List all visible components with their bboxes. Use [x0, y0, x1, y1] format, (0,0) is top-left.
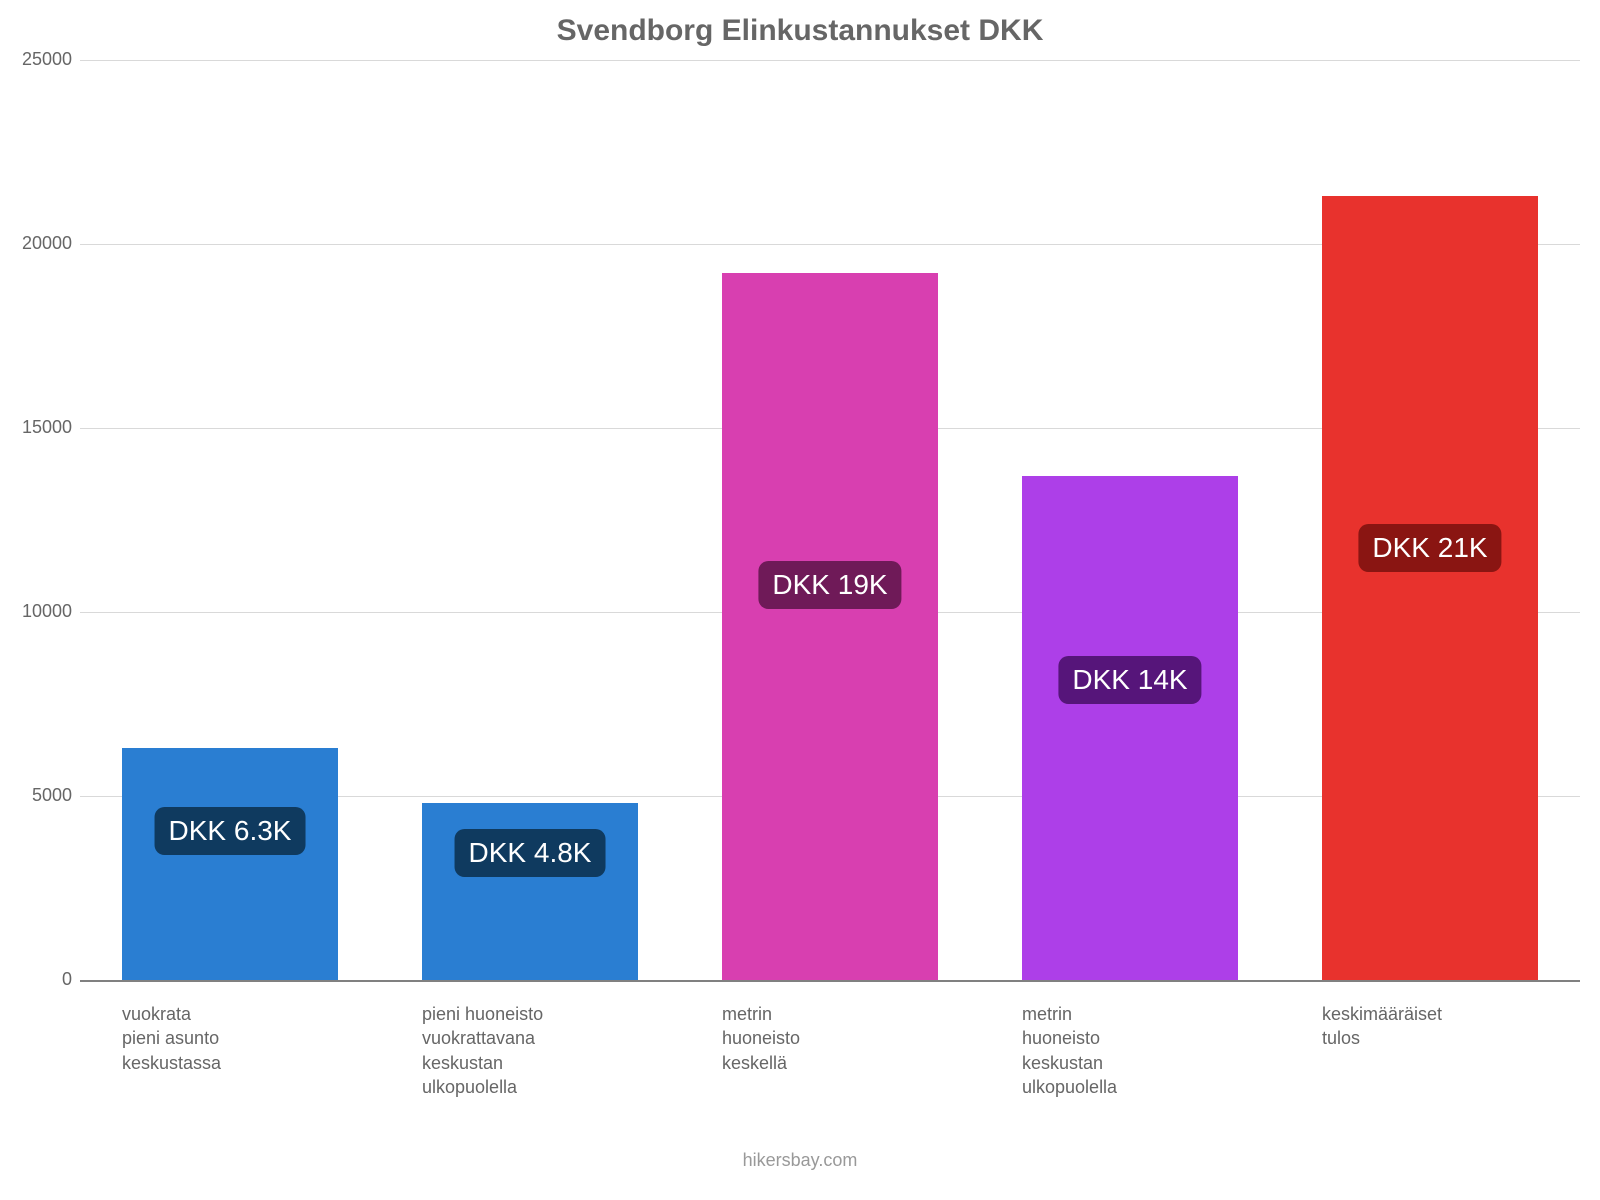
bar-value-badge: DKK 21K [1358, 524, 1501, 572]
x-category-label: vuokrata pieni asunto keskustassa [122, 1002, 338, 1075]
y-tick-label: 20000 [2, 233, 72, 254]
bar-value-badge: DKK 14K [1058, 656, 1201, 704]
y-tick-label: 0 [2, 969, 72, 990]
bar-value-badge: DKK 19K [758, 561, 901, 609]
y-tick-label: 25000 [2, 49, 72, 70]
bar-value-badge: DKK 4.8K [455, 829, 606, 877]
plot-area: 0500010000150002000025000DKK 6.3Kvuokrat… [80, 60, 1580, 980]
x-category-label: metrin huoneisto keskustan ulkopuolella [1022, 1002, 1238, 1099]
baseline [80, 980, 1580, 982]
bar [1322, 196, 1538, 980]
chart-container: Svendborg Elinkustannukset DKK 050001000… [0, 0, 1600, 1200]
bar [122, 748, 338, 980]
x-category-label: keskimääräiset tulos [1322, 1002, 1538, 1051]
gridline [80, 60, 1580, 61]
bar [1022, 476, 1238, 980]
bar [722, 273, 938, 980]
x-category-label: metrin huoneisto keskellä [722, 1002, 938, 1075]
y-tick-label: 5000 [2, 785, 72, 806]
bar-value-badge: DKK 6.3K [155, 807, 306, 855]
attribution-text: hikersbay.com [0, 1150, 1600, 1171]
y-tick-label: 10000 [2, 601, 72, 622]
y-tick-label: 15000 [2, 417, 72, 438]
chart-title: Svendborg Elinkustannukset DKK [0, 14, 1600, 48]
x-category-label: pieni huoneisto vuokrattavana keskustan … [422, 1002, 638, 1099]
